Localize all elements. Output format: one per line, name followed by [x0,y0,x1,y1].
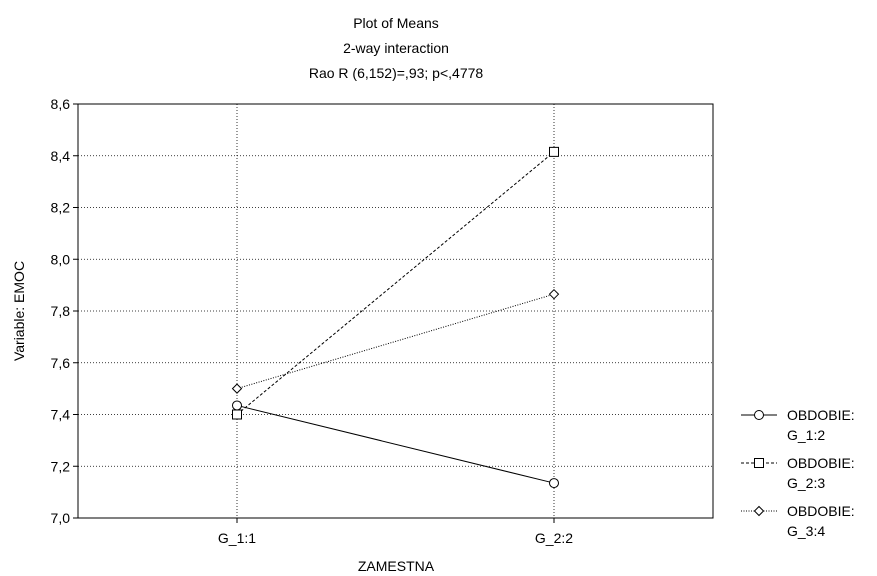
y-tick-label: 7,4 [51,407,71,423]
data-point-2 [549,146,559,157]
chart-title: Plot of Means [353,15,439,31]
x-axis-label: ZAMESTNA [358,558,435,574]
series-line-1 [236,404,555,484]
legend-label-line2: G_1:2 [787,427,825,443]
y-tick-label: 8,4 [51,148,71,164]
x-axis-ticks: G_1:1 G_2:2 [218,518,573,546]
y-tick-label: 8,2 [51,200,71,216]
series-line-3 [236,293,555,390]
y-tick-label: 7,2 [51,458,71,474]
legend-label-line1: OBDOBIE: [787,407,855,423]
y-axis-ticks: 7,0 7,2 7,4 7,6 7,8 8,0 8,2 8,4 8,6 [51,96,78,526]
data-point-3 [231,383,243,394]
y-tick-label: 8,6 [51,96,71,112]
legend-label-line1: OBDOBIE: [787,503,855,519]
chart-subtitle: 2-way interaction [343,40,449,56]
data-point-2 [232,409,242,420]
grid [78,104,713,518]
y-axis-label: Variable: EMOC [11,261,27,361]
y-tick-label: 7,6 [51,355,71,371]
legend-marker-1 [754,410,764,420]
data-point-1 [232,400,242,411]
data-point-3 [548,288,560,300]
legend: OBDOBIE: G_1:2 OBDOBIE: G_2:3 OBDOBIE: G_3:4 [741,407,855,539]
series-line-2 [236,151,555,415]
legend-label-line1: OBDOBIE: [787,455,855,471]
x-tick-label: G_2:2 [535,530,573,546]
series-layer [231,146,560,489]
legend-label-line2: G_3:4 [787,523,825,539]
legend-marker-2 [754,458,764,468]
x-tick-label: G_1:1 [218,530,256,546]
chart-subtitle-2: Rao R (6,152)=,93; p<,4778 [309,65,484,81]
legend-label-line2: G_2:3 [787,475,825,491]
data-point-1 [549,478,559,489]
legend-marker-3 [753,505,765,517]
y-tick-label: 7,8 [51,303,71,319]
plot-frame [77,103,714,519]
y-tick-label: 7,0 [51,510,71,526]
y-tick-label: 8,0 [51,251,71,267]
